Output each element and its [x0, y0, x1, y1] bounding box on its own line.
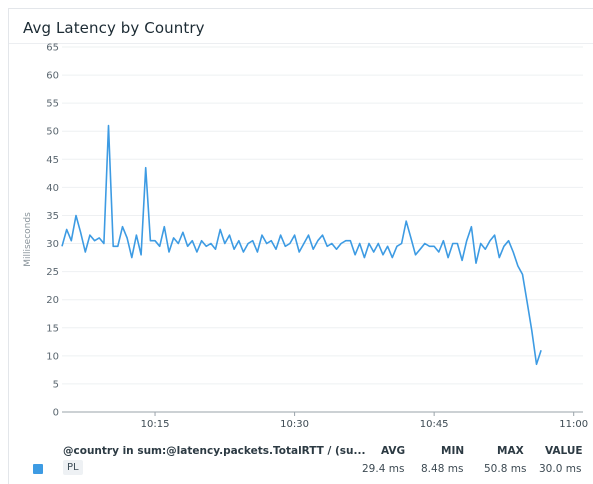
y-axis-label: Milliseconds [23, 212, 33, 267]
y-axis: 0 5 10 15 20 25 30 35 40 45 50 55 60 65 [46, 43, 59, 419]
legend-min-value: 8.48 ms [421, 463, 464, 475]
legend-group-label: @country in sum:@latency.packets.TotalRT… [63, 445, 366, 457]
y-tick-label: 0 [53, 408, 59, 419]
x-tick-label: 10:45 [420, 419, 449, 430]
x-axis: 10:15 10:30 10:45 11:00 [141, 412, 588, 430]
y-tick-label: 30 [46, 239, 59, 250]
legend-avg-value: 29.4 ms [362, 463, 405, 475]
legend-swatch [33, 464, 43, 474]
x-tick-label: 10:30 [280, 419, 309, 430]
legend-current-value: 30.0 ms [539, 463, 582, 475]
y-tick-label: 15 [46, 323, 59, 334]
y-tick-label: 40 [46, 183, 59, 194]
chart-panel: Avg Latency by Country [8, 8, 593, 484]
legend-header-min[interactable]: MIN [441, 445, 465, 457]
y-tick-label: 45 [46, 155, 59, 166]
y-tick-label: 10 [46, 351, 59, 362]
y-tick-label: 35 [46, 211, 59, 222]
panel-title: Avg Latency by Country [23, 19, 205, 37]
legend-header-max[interactable]: MAX [497, 445, 524, 457]
y-tick-label: 65 [46, 43, 59, 54]
y-tick-label: 60 [46, 71, 59, 82]
legend-max-value: 50.8 ms [484, 463, 527, 475]
legend-header-avg[interactable]: AVG [381, 445, 406, 457]
y-tick-label: 5 [53, 379, 59, 390]
grid [62, 46, 583, 413]
legend-series-name[interactable]: PL [63, 460, 83, 475]
y-tick-label: 25 [46, 267, 59, 278]
x-tick-label: 11:00 [559, 419, 588, 430]
series[interactable] [61, 124, 542, 366]
legend-header-value[interactable]: VALUE [545, 445, 583, 457]
title-divider [9, 43, 593, 44]
y-tick-label: 50 [46, 127, 59, 138]
x-tick-label: 10:15 [141, 419, 170, 430]
y-tick-label: 20 [46, 295, 59, 306]
series-line-PL[interactable] [61, 124, 542, 366]
y-tick-label: 55 [46, 99, 59, 110]
